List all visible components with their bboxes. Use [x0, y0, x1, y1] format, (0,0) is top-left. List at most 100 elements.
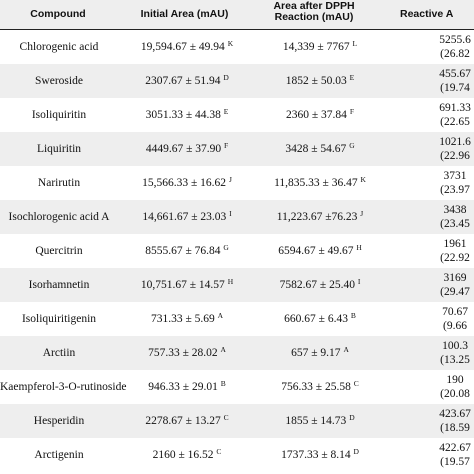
after-dpph-cell-letter: E — [349, 73, 355, 82]
after-dpph-cell-value: 14,339 ± 7767 — [282, 41, 350, 53]
table-row: Quercitrin 8555.67 ± 76.84 G 6594.67 ± 49.… — [0, 234, 474, 268]
header-area-after-line1: Area after DPPH — [273, 0, 355, 12]
reactive-area-cell-value: 70.67 — [442, 306, 468, 318]
reactive-percent-cell-value: (22.96 — [440, 150, 470, 162]
after-dpph-cell-value: 756.33 ± 25.58 — [281, 381, 351, 393]
after-dpph-cell: 7582.67 ± 25.40 I — [250, 278, 390, 292]
compound-cell-value: Hesperidin — [33, 415, 85, 427]
reactive-area-cell: 1961 — [415, 238, 474, 251]
reactive-area-cell-value: 3731 — [443, 170, 467, 182]
after-dpph-cell-value: 7582.67 ± 25.40 — [279, 279, 355, 291]
compound-cell-value: Isoliquiritigenin — [21, 313, 97, 325]
compound-cell: Arctiin — [0, 347, 118, 360]
compound-cell-value: Chlorogenic acid — [19, 41, 99, 53]
initial-area-cell: 2307.67 ± 51.94 D — [112, 74, 262, 88]
reactive-area-cell-value: 691.33 — [439, 102, 471, 114]
reactive-area-cell: 3169 — [415, 272, 474, 285]
after-dpph-cell: 14,339 ± 7767 L — [250, 39, 390, 54]
reactive-area-cell: 455.67 — [415, 68, 474, 81]
reactive-percent-cell-value: (23.97 — [440, 184, 470, 196]
reactive-area-cell: 100.3 — [415, 340, 474, 353]
reactive-area-cell: 1021.6 — [415, 136, 474, 149]
reactive-area-cell: 5255.6 — [415, 34, 474, 47]
reactive-percent-cell: (23.97 — [415, 184, 474, 197]
reactive-percent-cell: (9.66 — [415, 320, 474, 333]
after-dpph-cell-letter: C — [353, 379, 359, 388]
initial-area-cell-letter: A — [217, 311, 224, 320]
initial-area-cell-letter: K — [227, 39, 234, 48]
reactive-area-cell-value: 423.67 — [439, 408, 471, 420]
initial-area-cell: 731.33 ± 5.69 A — [112, 311, 262, 326]
reactive-percent-cell-value: (13.25 — [440, 354, 470, 366]
initial-area-cell-letter: C — [223, 413, 229, 422]
initial-area-cell-value: 946.33 ± 29.01 — [148, 381, 218, 393]
after-dpph-cell-letter: D — [349, 413, 355, 422]
after-dpph-cell: 1855 ± 14.73 D — [250, 413, 390, 428]
initial-area-cell: 19,594.67 ± 49.94 K — [112, 39, 262, 54]
reactive-area-cell-value: 3438 — [443, 204, 467, 216]
after-dpph-cell-value: 1852 ± 50.03 — [285, 75, 347, 87]
compound-cell: Quercitrin — [0, 245, 118, 258]
table-row: Narirutin 15,566.33 ± 16.62 J 11,835.33 ± … — [0, 166, 474, 200]
initial-area-cell-letter: F — [224, 141, 229, 150]
initial-area-cell-value: 3051.33 ± 44.38 — [145, 109, 221, 121]
after-dpph-cell: 11,223.67 ±76.23 J — [250, 209, 390, 224]
after-dpph-cell-letter: F — [349, 107, 354, 116]
reactive-percent-cell-value: (26.82 — [440, 48, 470, 60]
initial-area-cell: 10,751.67 ± 14.57 H — [112, 277, 262, 292]
after-dpph-cell-value: 11,223.67 ±76.23 — [276, 211, 358, 223]
reactive-percent-cell-value: (18.59 — [440, 422, 470, 434]
compound-cell: Arctigenin — [0, 449, 118, 462]
initial-area-cell-value: 4449.67 ± 37.90 — [145, 143, 222, 155]
after-dpph-cell-value: 3428 ± 54.67 — [285, 143, 347, 155]
reactive-percent-cell: (22.96 — [415, 150, 474, 163]
table-row: Isoliquiritigenin 731.33 ± 5.69 A 660.67 ±… — [0, 302, 474, 336]
after-dpph-cell-letter: D — [353, 447, 359, 456]
reactive-percent-cell: (19.57 — [415, 456, 474, 469]
compound-cell-value: Isorhamnetin — [28, 279, 90, 291]
initial-area-cell: 2278.67 ± 13.27 C — [112, 413, 262, 428]
compound-cell-value: Arctiin — [42, 347, 76, 359]
table-row: Isoliquiritin 3051.33 ± 44.38 E 2360 ± 37.… — [0, 98, 474, 132]
after-dpph-cell-letter: A — [343, 345, 349, 354]
reactive-percent-cell: (20.08 — [415, 388, 474, 401]
reactive-area-cell: 3731 — [415, 170, 474, 183]
reactive-area-cell: 691.33 — [415, 102, 474, 115]
reactive-percent-cell-value: (9.66 — [443, 320, 467, 332]
header-reactive-area: Reactive A — [400, 8, 454, 20]
reactive-area-cell: 423.67 — [415, 408, 474, 421]
after-dpph-cell-letter: L — [352, 39, 358, 48]
initial-area-cell-value: 15,566.33 ± 16.62 — [142, 177, 227, 189]
reactive-percent-cell: (18.59 — [415, 422, 474, 435]
reactive-percent-cell: (13.25 — [415, 354, 474, 367]
reactive-percent-cell-value: (22.92 — [440, 252, 470, 264]
compound-cell: Hesperidin — [0, 415, 118, 428]
compound-cell-value: Sweroside — [35, 75, 83, 87]
after-dpph-cell: 756.33 ± 25.58 C — [250, 379, 390, 394]
reactive-percent-cell-value: (19.57 — [440, 456, 470, 468]
compound-cell-value: Isoliquiritin — [31, 109, 87, 121]
reactive-area-cell-value: 1961 — [443, 238, 467, 250]
reactive-area-cell: 190 — [415, 374, 474, 387]
after-dpph-cell-letter: G — [349, 141, 355, 150]
after-dpph-cell-value: 1855 ± 14.73 — [285, 415, 347, 427]
reactive-percent-cell-value: (19.74 — [440, 82, 470, 94]
after-dpph-cell-letter: J — [360, 209, 364, 218]
after-dpph-cell: 1852 ± 50.03 E — [250, 73, 390, 88]
initial-area-cell-letter: H — [227, 277, 234, 286]
initial-area-cell-value: 731.33 ± 5.69 — [150, 313, 215, 325]
after-dpph-cell: 660.67 ± 6.43 B — [250, 312, 390, 326]
initial-area-cell: 2160 ± 16.52 C — [112, 448, 262, 462]
table-row: Arctiin 757.33 ± 28.02 A 657 ± 9.17 A 100.3… — [0, 336, 474, 370]
table-row: Liquiritin 4449.67 ± 37.90 F 3428 ± 54.67 … — [0, 132, 474, 166]
initial-area-cell: 15,566.33 ± 16.62 J — [112, 176, 262, 190]
reactive-percent-cell: (22.65 — [415, 116, 474, 129]
initial-area-cell: 757.33 ± 28.02 A — [112, 346, 262, 360]
initial-area-cell-value: 757.33 ± 28.02 — [148, 347, 218, 359]
table-row: Kaempferol-3-O-rutinoside 946.33 ± 29.01 … — [0, 370, 474, 404]
after-dpph-cell: 657 ± 9.17 A — [250, 345, 390, 360]
initial-area-cell-value: 10,751.67 ± 14.57 — [140, 279, 225, 291]
compound-cell: Isorhamnetin — [0, 279, 118, 292]
initial-area-cell-value: 19,594.67 ± 49.94 — [140, 41, 225, 53]
